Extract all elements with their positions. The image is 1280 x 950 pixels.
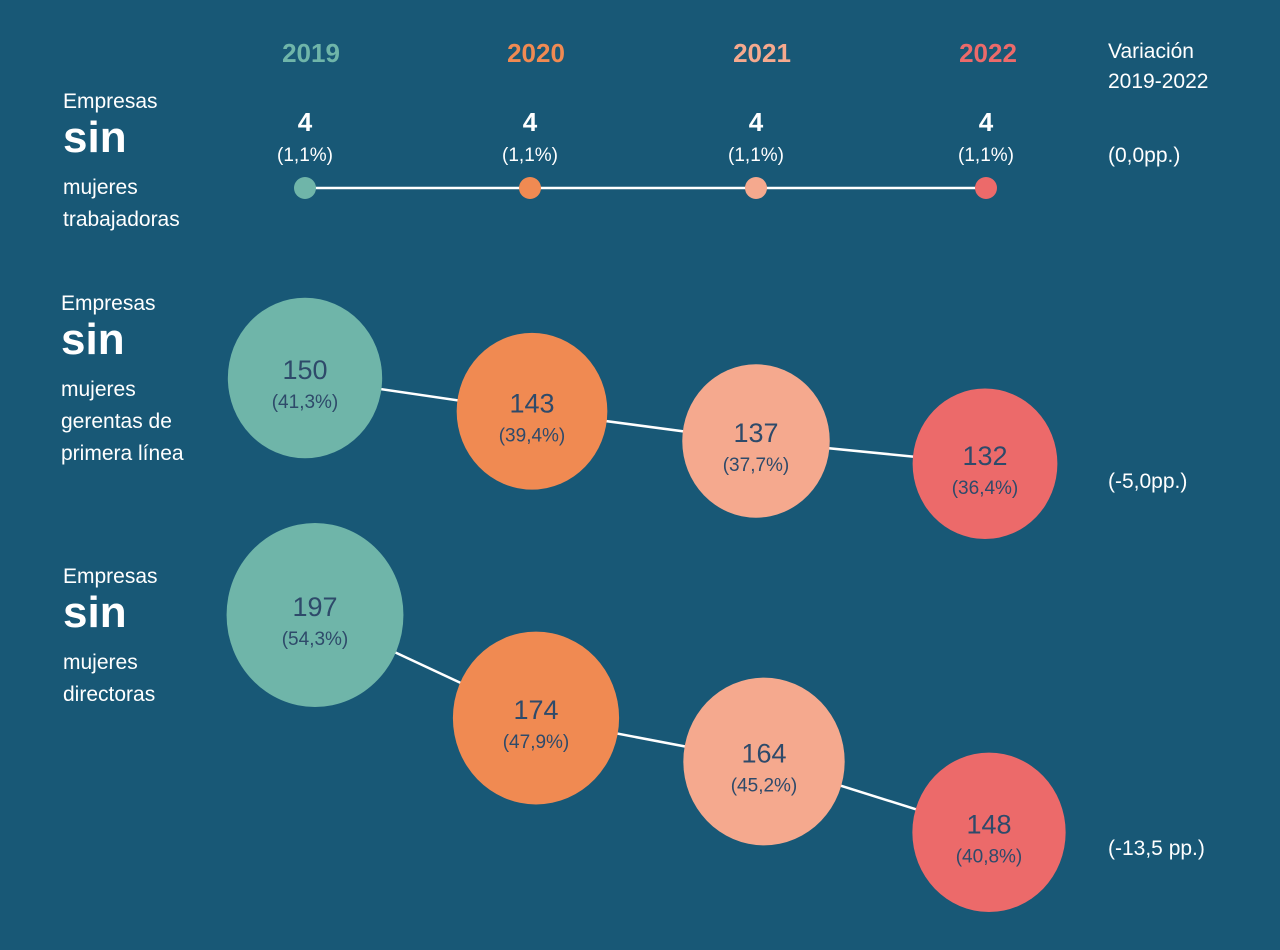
- year-headers: 2019 2020 2021 2022: [282, 38, 1017, 68]
- variation-header: Variación 2019-2022: [1108, 40, 1208, 93]
- percent-label: (36,4%): [952, 478, 1019, 499]
- value-label: 4: [979, 107, 994, 137]
- year-header-2022: 2022: [959, 38, 1017, 68]
- bubble: [226, 523, 404, 707]
- bubble-2020: 143 (39,4%): [456, 332, 608, 490]
- bubble: [683, 677, 845, 846]
- value-label: 150: [282, 355, 327, 385]
- row-label-emphasis: sin: [61, 315, 125, 364]
- value-label: 4: [523, 107, 538, 137]
- bubble: [227, 297, 383, 459]
- value-label: 143: [509, 388, 554, 418]
- row-label-emphasis: sin: [63, 588, 127, 637]
- value-label: 164: [741, 739, 786, 769]
- series-rows: Empresassinmujerestrabajadoras4(1,1%)4(1…: [61, 90, 1205, 913]
- variation-header-line: Variación: [1108, 40, 1194, 63]
- row-label-line: trabajadoras: [63, 208, 180, 231]
- data-dot: [519, 177, 541, 199]
- value-label: 174: [513, 695, 558, 725]
- data-point-2020: 4 (1,1%): [502, 107, 558, 199]
- data-point-2021: 4 (1,1%): [728, 107, 784, 199]
- variation-value: (-5,0pp.): [1108, 470, 1187, 493]
- bubble-2021: 137 (37,7%): [682, 364, 830, 518]
- row-label-line: gerentas de: [61, 410, 172, 433]
- data-point-2019: 4 (1,1%): [277, 107, 333, 199]
- bubble: [682, 364, 830, 518]
- percent-label: (1,1%): [728, 145, 784, 166]
- row-label-emphasis: sin: [63, 113, 127, 162]
- bubble-2022: 148 (40,8%): [912, 752, 1066, 913]
- data-point-2022: 4 (1,1%): [958, 107, 1014, 199]
- row-label-line: mujeres: [63, 651, 138, 674]
- percent-label: (40,8%): [956, 846, 1023, 867]
- row-label-line: mujeres: [63, 176, 138, 199]
- variation-value: (-13,5 pp.): [1108, 837, 1205, 860]
- bubble: [912, 388, 1058, 540]
- bubble-2019: 197 (54,3%): [226, 523, 404, 707]
- value-label: 4: [749, 107, 764, 137]
- row-label-line: directoras: [63, 683, 155, 706]
- bubble: [456, 332, 608, 490]
- variation-value: (0,0pp.): [1108, 144, 1180, 167]
- bubble: [452, 631, 620, 805]
- percent-label: (1,1%): [277, 145, 333, 166]
- bubble-2022: 132 (36,4%): [912, 388, 1058, 540]
- percent-label: (1,1%): [958, 145, 1014, 166]
- year-header-2021: 2021: [733, 38, 791, 68]
- data-dot: [294, 177, 316, 199]
- value-label: 197: [292, 592, 337, 622]
- row-label-line: Empresas: [61, 292, 156, 315]
- year-header-2019: 2019: [282, 38, 340, 68]
- percent-label: (54,3%): [282, 629, 349, 650]
- value-label: 4: [298, 107, 313, 137]
- value-label: 132: [962, 441, 1007, 471]
- row-label-line: mujeres: [61, 378, 136, 401]
- year-header-2020: 2020: [507, 38, 565, 68]
- bubble-2020: 174 (47,9%): [452, 631, 620, 805]
- percent-label: (39,4%): [499, 425, 566, 446]
- percent-label: (1,1%): [502, 145, 558, 166]
- value-label: 137: [733, 418, 778, 448]
- row-label-line: Empresas: [63, 90, 158, 113]
- data-dot: [975, 177, 997, 199]
- value-label: 148: [966, 809, 1011, 839]
- percent-label: (37,7%): [723, 455, 790, 476]
- row-label-line: primera línea: [61, 442, 184, 465]
- row-label-line: Empresas: [63, 565, 158, 588]
- percent-label: (47,9%): [503, 732, 570, 753]
- bubble: [912, 752, 1066, 913]
- data-dot: [745, 177, 767, 199]
- bubble-2021: 164 (45,2%): [683, 677, 845, 846]
- bubble-2019: 150 (41,3%): [227, 297, 383, 459]
- percent-label: (45,2%): [731, 776, 798, 797]
- percent-label: (41,3%): [272, 392, 339, 413]
- variation-header-line: 2019-2022: [1108, 70, 1208, 93]
